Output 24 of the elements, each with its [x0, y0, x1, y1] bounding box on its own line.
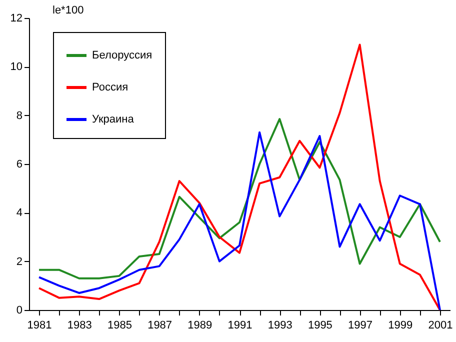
- y-tick-label: 4: [16, 207, 22, 220]
- y-axis-title: le*100: [52, 4, 84, 16]
- y-tick-label: 8: [16, 110, 22, 122]
- x-tick-label: 1995: [308, 320, 332, 332]
- line-series: [38, 131, 441, 311]
- legend-label: Россия: [92, 82, 128, 94]
- x-tick-label: 1991: [228, 320, 252, 332]
- line-series: [38, 44, 441, 311]
- x-tick-label: 1999: [388, 320, 413, 332]
- x-tick-label: 1983: [67, 320, 92, 332]
- legend-label: Белоруссия: [92, 50, 152, 62]
- y-tick-label: 10: [10, 61, 22, 74]
- x-tick-label: 1987: [148, 320, 172, 332]
- y-tick-label: 6: [16, 158, 22, 170]
- legend-label: Украина: [92, 114, 135, 126]
- x-tick-label: 1981: [27, 320, 52, 332]
- y-tick-label: 12: [10, 12, 22, 24]
- x-tick-label: 1993: [268, 320, 292, 332]
- y-tick-label: 0: [16, 304, 22, 316]
- y-tick-label: 2: [16, 256, 22, 268]
- x-tick-label: 1997: [348, 320, 373, 332]
- x-tick-label: 2001: [428, 320, 453, 332]
- x-tick-label: 1985: [107, 320, 132, 332]
- x-tick-label: 1989: [188, 320, 212, 332]
